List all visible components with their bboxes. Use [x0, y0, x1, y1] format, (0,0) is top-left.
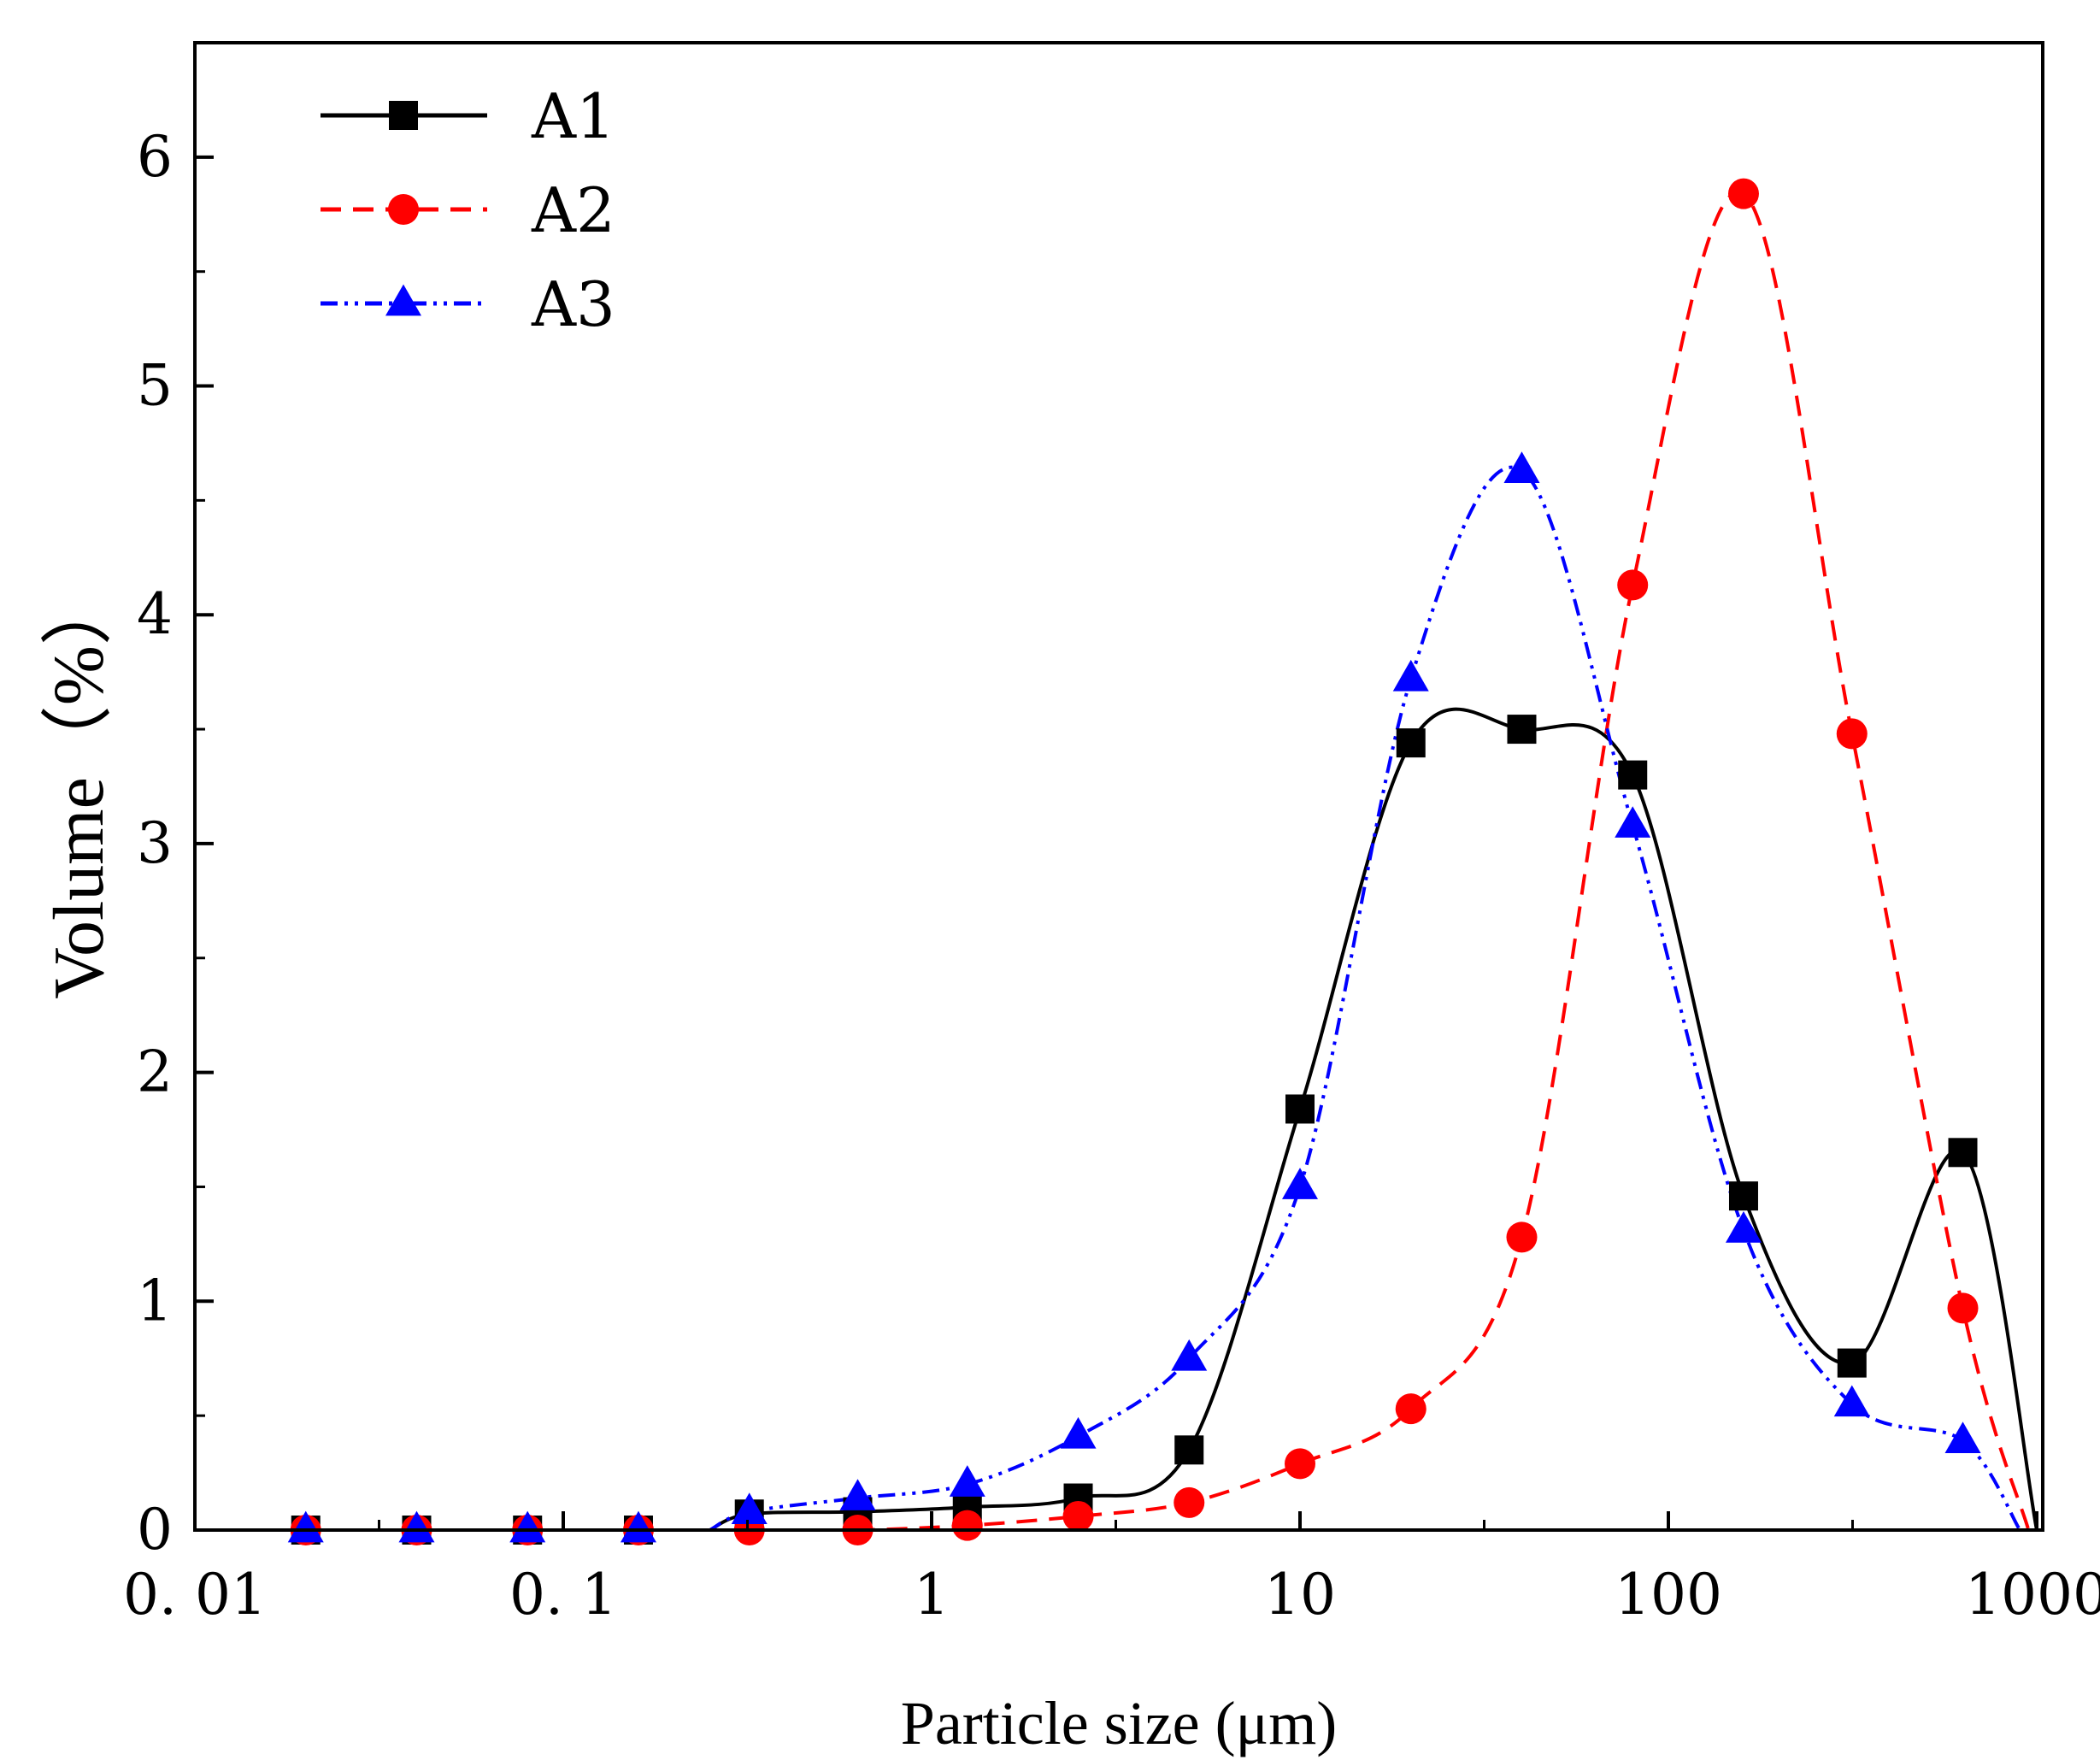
- data-point-a3: [1944, 1422, 1981, 1453]
- legend-label-a1: A1: [531, 80, 615, 152]
- x-axis-title: Particle size (μm): [901, 1689, 1337, 1757]
- data-point-a2: [1174, 1486, 1205, 1518]
- data-point-a3: [1503, 451, 1540, 483]
- data-point-a2: [1062, 1500, 1094, 1532]
- data-point-a3: [839, 1479, 876, 1510]
- data-point-a3: [1725, 1211, 1762, 1243]
- data-point-a1: [1396, 728, 1426, 758]
- x-tick-label: 1000: [1965, 1562, 2100, 1628]
- data-point-a3: [1833, 1385, 1870, 1417]
- data-point-a1: [1728, 1181, 1758, 1211]
- series-line-a2: [305, 190, 2031, 1533]
- data-point-a3: [509, 1510, 546, 1543]
- data-point-a3: [620, 1510, 656, 1543]
- data-point-a3: [1282, 1168, 1318, 1199]
- data-point-a1: [1507, 715, 1537, 745]
- data-point-a3: [1060, 1416, 1097, 1449]
- x-tick-label: 1: [914, 1562, 950, 1628]
- legend-marker-a2: [388, 194, 419, 225]
- data-point-a2: [1617, 569, 1649, 601]
- data-point-a1: [1174, 1435, 1204, 1465]
- data-point-a2: [1836, 718, 1868, 750]
- x-tick-label: 100: [1615, 1562, 1722, 1628]
- x-tick-label: 10: [1264, 1562, 1336, 1628]
- plot-frame: [193, 41, 2044, 1532]
- data-point-a2: [1395, 1393, 1426, 1425]
- data-point-a2: [1727, 178, 1759, 209]
- y-tick-label: 0: [137, 1497, 173, 1563]
- data-point-a3: [731, 1492, 768, 1524]
- axes: 0 1 2 3 4 5 6 0. 01 0. 1 1 10 100 1000: [123, 41, 2100, 1628]
- data-point-a3: [398, 1510, 435, 1543]
- y-tick-label: 6: [137, 124, 173, 190]
- legend-label-a3: A3: [531, 268, 615, 340]
- legend-marker-a1: [389, 101, 418, 130]
- y-tick-label: 4: [137, 581, 173, 647]
- legend-label-a2: A2: [531, 174, 615, 246]
- data-point-a1: [1618, 760, 1648, 790]
- legend-marker-a3: [385, 284, 421, 316]
- x-tick-label: 0. 01: [123, 1562, 267, 1628]
- data-point-a2: [1947, 1292, 1979, 1324]
- data-point-a3: [1392, 659, 1429, 692]
- data-point-a1: [1837, 1348, 1867, 1378]
- data-point-a3: [287, 1510, 324, 1543]
- data-point-a1: [1285, 1094, 1315, 1124]
- data-point-a2: [1285, 1448, 1315, 1480]
- y-tick-label: 2: [137, 1039, 173, 1105]
- data-point-a3: [1615, 806, 1651, 838]
- y-tick-label: 1: [137, 1268, 173, 1333]
- data-point-a2: [951, 1510, 983, 1541]
- data-point-a3: [949, 1465, 985, 1497]
- data-point-a2: [1506, 1221, 1538, 1253]
- data-point-a1: [1948, 1138, 1978, 1168]
- y-tick-label: 3: [137, 810, 173, 876]
- legend: A1 A2 A3: [321, 80, 615, 340]
- data-point-a3: [1171, 1339, 1208, 1371]
- y-tick-label: 5: [137, 353, 173, 419]
- x-tick-label: 0. 1: [509, 1562, 617, 1628]
- y-axis-title: Volume（%）: [39, 574, 119, 999]
